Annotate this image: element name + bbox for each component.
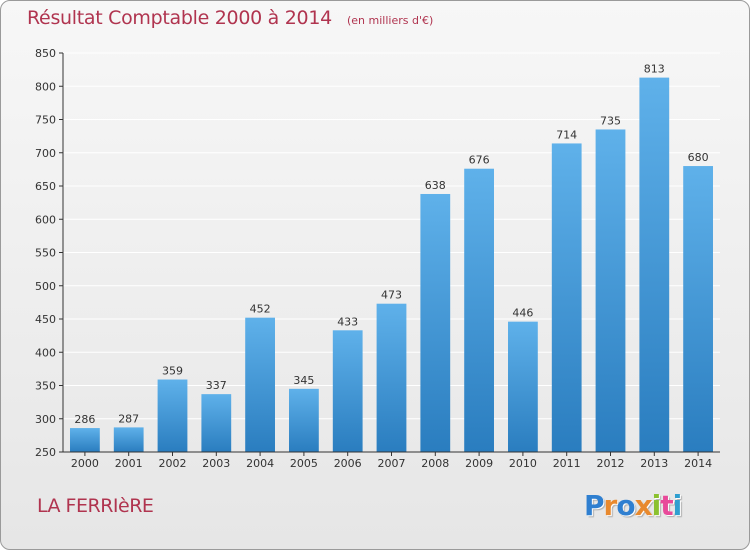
y-tick-label: 300 — [35, 413, 56, 426]
labels: 250 300 350 400 450 500 550 600 650 700 750 800 850 2… — [35, 47, 712, 470]
logo-letter: r — [603, 489, 618, 522]
chart-title: Résultat Comptable 2000 à 2014 — [27, 7, 332, 29]
x-tick-label: 2000 — [71, 457, 99, 470]
bar — [332, 330, 363, 452]
logo-letter: o — [616, 489, 635, 522]
y-tick-label: 700 — [35, 147, 56, 160]
x-tick-label: 2010 — [509, 457, 537, 470]
bars — [70, 77, 713, 453]
bar — [289, 388, 319, 452]
bar-value-label: 452 — [250, 303, 271, 316]
bar-value-label: 433 — [337, 315, 358, 328]
y-tick-label: 500 — [35, 280, 56, 293]
logo-letter: x — [634, 489, 653, 522]
y-tick-label: 250 — [35, 446, 56, 459]
y-tick-label: 400 — [35, 346, 56, 359]
place-name: LA FERRIèRE — [37, 495, 154, 517]
x-tick-label: 2011 — [553, 457, 581, 470]
y-tick-label: 650 — [35, 180, 56, 193]
x-tick-label: 2002 — [159, 457, 187, 470]
logo-letter: t — [660, 489, 673, 522]
bar — [245, 317, 275, 452]
x-tick-label: 2006 — [334, 457, 362, 470]
x-tick-label: 2001 — [115, 457, 143, 470]
bar — [508, 321, 538, 452]
bar-value-label: 714 — [556, 128, 577, 141]
logo-letter: P — [584, 489, 605, 522]
bar — [70, 428, 100, 452]
y-tick-label: 550 — [35, 247, 56, 260]
bar-value-label: 446 — [512, 307, 533, 320]
bar-value-label: 813 — [644, 63, 665, 76]
title-row: Résultat Comptable 2000 à 2014 (en milli… — [27, 7, 433, 29]
bar — [464, 168, 494, 452]
y-tick-label: 350 — [35, 380, 56, 393]
bar — [551, 143, 582, 452]
x-tick-label: 2005 — [290, 457, 318, 470]
x-tick-label: 2008 — [421, 457, 449, 470]
bar-value-label: 473 — [381, 289, 402, 302]
x-tick-label: 2003 — [202, 457, 230, 470]
y-tick-label: 450 — [35, 313, 56, 326]
bar-value-label: 735 — [600, 114, 621, 127]
bar-value-label: 337 — [206, 379, 227, 392]
bar-value-label: 680 — [688, 151, 709, 164]
y-tick-label: 750 — [35, 114, 56, 127]
bar-value-label: 359 — [162, 365, 183, 378]
x-tick-label: 2009 — [465, 457, 493, 470]
bar — [639, 77, 670, 452]
bar — [376, 303, 407, 452]
bar-value-label: 286 — [74, 413, 95, 426]
x-tick-label: 2013 — [640, 457, 668, 470]
x-tick-label: 2012 — [597, 457, 625, 470]
x-tick-label: 2007 — [378, 457, 406, 470]
logo-letter: i — [672, 489, 683, 522]
axes — [59, 52, 720, 456]
bar-value-label: 345 — [293, 374, 314, 387]
x-tick-label: 2004 — [246, 457, 274, 470]
bar — [595, 129, 626, 452]
proxiti-logo[interactable]: Proxiti — [584, 489, 683, 522]
y-tick-label: 800 — [35, 80, 56, 93]
bar — [683, 166, 713, 453]
bar — [113, 427, 144, 452]
bar-value-label: 638 — [425, 179, 446, 192]
chart-subtitle: (en milliers d'€) — [346, 14, 434, 27]
x-tick-label: 2014 — [684, 457, 712, 470]
y-tick-label: 600 — [35, 213, 56, 226]
logo-letter: i — [651, 489, 662, 522]
bar-value-label: 287 — [118, 412, 139, 425]
bar-value-label: 676 — [469, 154, 490, 167]
bar — [157, 379, 188, 452]
bar — [201, 394, 232, 452]
bar — [420, 193, 451, 453]
y-tick-label: 850 — [35, 47, 56, 60]
